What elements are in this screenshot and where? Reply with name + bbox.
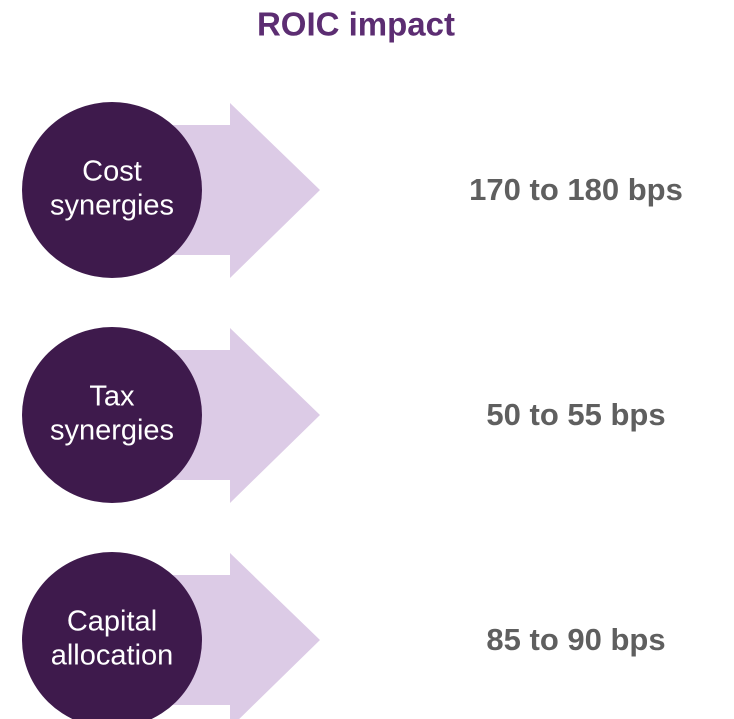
item-label: synergies <box>50 190 174 222</box>
circle <box>22 327 202 503</box>
circle <box>22 552 202 719</box>
item-value: 50 to 55 bps <box>486 397 665 432</box>
item-label: synergies <box>50 415 174 447</box>
item-label: Capital <box>67 606 157 638</box>
item-label: Tax <box>89 381 135 413</box>
item-value: 85 to 90 bps <box>486 622 665 657</box>
title: ROIC impact <box>257 6 455 43</box>
circle <box>22 102 202 278</box>
item-value: 170 to 180 bps <box>469 172 683 207</box>
item-label: Cost <box>82 156 142 188</box>
item-label: allocation <box>51 640 174 672</box>
